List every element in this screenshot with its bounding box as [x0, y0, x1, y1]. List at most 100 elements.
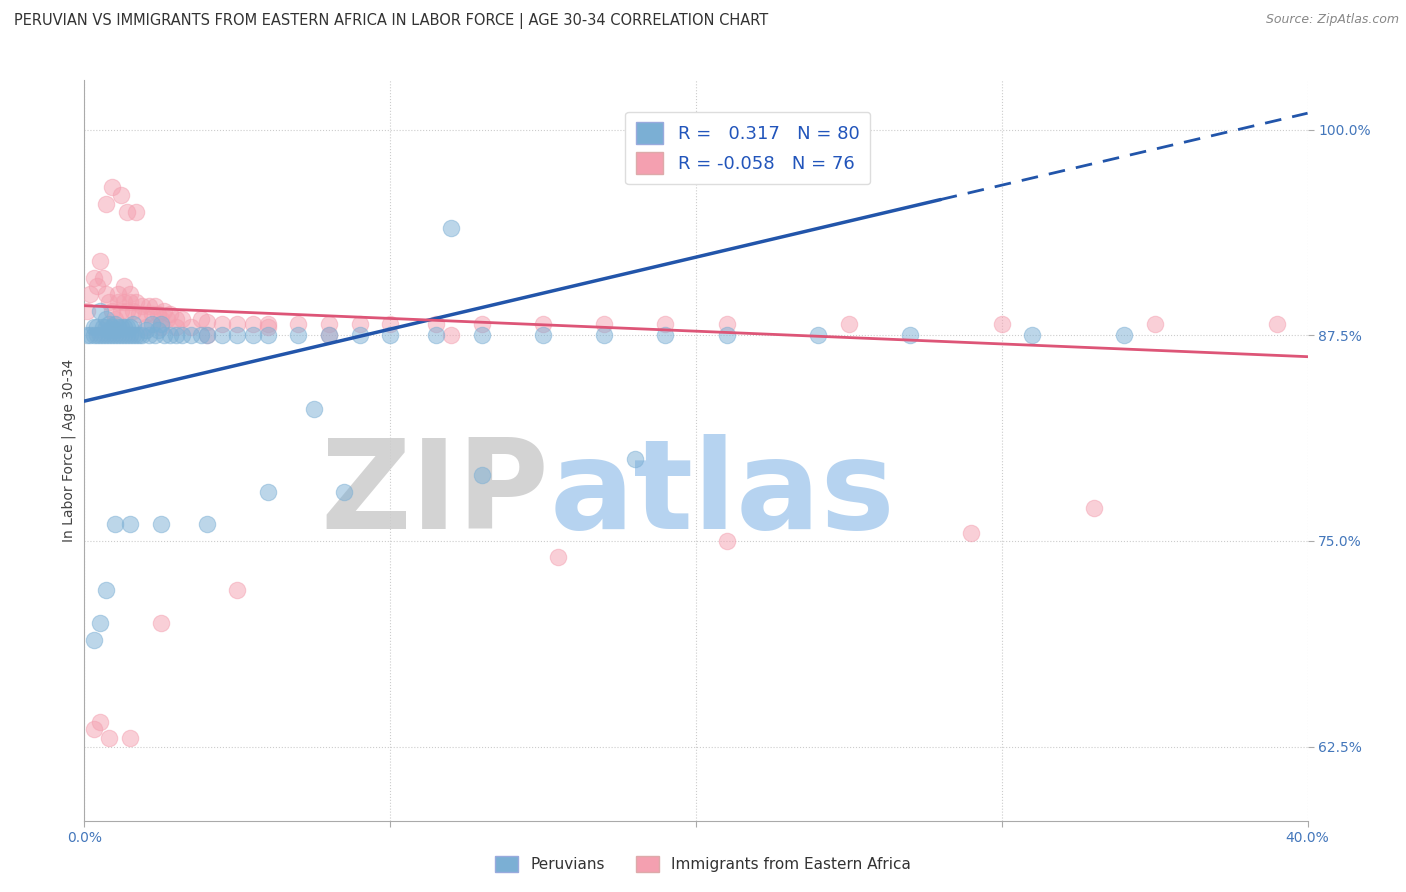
Point: [172, 328, 194, 343]
Point: [149, 317, 172, 331]
Point: [149, 517, 172, 532]
Point: [149, 320, 172, 334]
Point: [107, 295, 129, 310]
Point: [138, 299, 160, 313]
Point: [128, 328, 150, 343]
Point: [180, 320, 202, 334]
Point: [165, 320, 187, 334]
Point: [1021, 328, 1043, 343]
Point: [104, 317, 127, 331]
Point: [112, 320, 135, 334]
Point: [125, 328, 148, 343]
Point: [146, 307, 169, 321]
Point: [94, 583, 117, 598]
Point: [654, 328, 676, 343]
Point: [115, 320, 138, 334]
Point: [287, 328, 309, 343]
Point: [440, 221, 463, 235]
Legend: Peruvians, Immigrants from Eastern Africa: Peruvians, Immigrants from Eastern Afric…: [488, 848, 918, 880]
Point: [960, 525, 983, 540]
Point: [110, 328, 132, 343]
Point: [112, 279, 135, 293]
Point: [1114, 328, 1136, 343]
Point: [1265, 317, 1288, 331]
Point: [83, 632, 105, 647]
Point: [115, 205, 138, 219]
Point: [146, 323, 169, 337]
Point: [440, 328, 463, 343]
Point: [110, 188, 132, 202]
Point: [125, 205, 148, 219]
Point: [107, 328, 129, 343]
Point: [159, 307, 181, 321]
Point: [112, 328, 135, 343]
Point: [120, 287, 142, 301]
Point: [195, 517, 218, 532]
Point: [76, 328, 98, 343]
Point: [128, 307, 150, 321]
Point: [716, 317, 738, 331]
Point: [83, 320, 105, 334]
Point: [89, 303, 111, 318]
Point: [131, 328, 153, 343]
Point: [89, 254, 111, 268]
Point: [1083, 501, 1105, 516]
Point: [593, 317, 616, 331]
Point: [190, 311, 212, 326]
Point: [79, 328, 101, 343]
Point: [115, 328, 138, 343]
Point: [1143, 317, 1166, 331]
Y-axis label: In Labor Force | Age 30-34: In Labor Force | Age 30-34: [62, 359, 76, 542]
Point: [180, 328, 202, 343]
Point: [190, 328, 212, 343]
Point: [624, 451, 647, 466]
Point: [165, 311, 187, 326]
Text: PERUVIAN VS IMMIGRANTS FROM EASTERN AFRICA IN LABOR FORCE | AGE 30-34 CORRELATIO: PERUVIAN VS IMMIGRANTS FROM EASTERN AFRI…: [14, 13, 768, 29]
Text: Source: ZipAtlas.com: Source: ZipAtlas.com: [1265, 13, 1399, 27]
Point: [101, 328, 124, 343]
Point: [654, 317, 676, 331]
Point: [104, 311, 127, 326]
Point: [226, 328, 249, 343]
Point: [125, 295, 148, 310]
Point: [89, 714, 111, 729]
Point: [242, 317, 264, 331]
Point: [257, 317, 280, 331]
Point: [257, 320, 280, 334]
Point: [101, 180, 124, 194]
Point: [807, 328, 830, 343]
Point: [165, 328, 187, 343]
Point: [107, 287, 129, 301]
Point: [86, 279, 108, 293]
Point: [94, 320, 117, 334]
Point: [159, 328, 181, 343]
Point: [122, 303, 145, 318]
Point: [287, 317, 309, 331]
Point: [101, 303, 124, 318]
Point: [349, 317, 371, 331]
Point: [172, 311, 194, 326]
Point: [143, 299, 166, 313]
Point: [153, 303, 176, 318]
Point: [195, 328, 218, 343]
Point: [94, 311, 117, 326]
Point: [112, 295, 135, 310]
Point: [89, 616, 111, 631]
Point: [120, 328, 142, 343]
Point: [149, 311, 172, 326]
Point: [226, 317, 249, 331]
Point: [120, 731, 142, 746]
Point: [97, 323, 120, 337]
Point: [195, 315, 218, 329]
Point: [141, 307, 163, 321]
Point: [120, 517, 142, 532]
Point: [122, 317, 145, 331]
Point: [110, 320, 132, 334]
Point: [471, 328, 494, 343]
Point: [149, 616, 172, 631]
Point: [242, 328, 264, 343]
Point: [531, 317, 554, 331]
Point: [101, 320, 124, 334]
Point: [104, 328, 127, 343]
Point: [135, 320, 157, 334]
